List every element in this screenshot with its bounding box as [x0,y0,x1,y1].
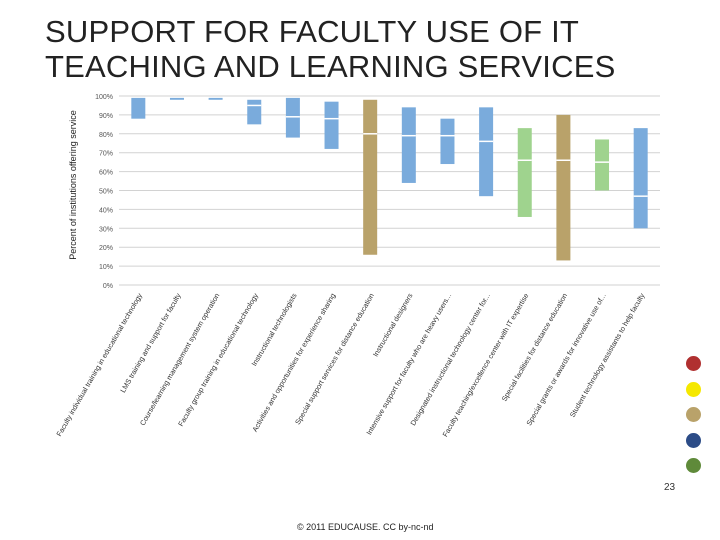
chart-grid [119,95,660,286]
range-bar [208,97,223,100]
y-tick-label: 80% [99,132,113,139]
yellow-dot [686,381,701,397]
range-bar [595,139,610,191]
range-bar [169,97,184,100]
range-bar [247,99,262,125]
y-tick-label: 0% [103,283,113,290]
y-tick-label: 60% [99,170,113,177]
x-tick-label: Student technology assistants to help fa… [568,291,647,419]
x-tick-label: Instructional designers [371,291,415,358]
range-bar [517,128,532,217]
y-tick-label: 70% [99,151,113,158]
slide-number: 23 [664,482,676,493]
tan-dot [686,407,701,423]
y-axis-label: Percent of institutions offering service [68,110,78,259]
range-bar [131,97,146,119]
x-tick-labels: Faculty individual training in education… [54,291,646,438]
page-title: SUPPORT FOR FACULTY USE OF IT TEACHING A… [45,14,616,84]
x-tick-label: Special support services for distance ed… [293,292,376,427]
range-bar [633,128,648,229]
range-bar [363,99,378,255]
range-bar [285,97,300,138]
range-bar [401,107,416,183]
x-tick-label: Activities and opportunities for experie… [250,292,337,434]
x-tick-label: Faculty teaching/excellence center with … [440,292,530,439]
range-bar [479,107,494,197]
x-tick-label: Course/learning management system operat… [138,292,222,428]
x-tick-label: Intensive support for faculty who are he… [364,292,453,437]
y-tick-label: 100% [95,94,113,101]
y-tick-label: 90% [99,113,113,120]
y-tick-label: 10% [99,264,113,271]
range-bar [440,118,455,165]
x-tick-label: Faculty individual training in education… [54,291,144,438]
range-bar [324,101,339,149]
red-dot [686,356,701,371]
y-tick-label: 20% [99,245,113,252]
y-tick-label: 40% [99,207,113,214]
navy-dot [686,432,701,448]
x-tick-label: Special facilities for distance educatio… [500,292,570,403]
x-tick-label: Designated instructional technology cent… [408,292,492,428]
green-dot [686,458,701,474]
range-bars [131,97,648,261]
copyright-footer: © 2011 EDUCAUSE. CC by-nc-nd [297,522,434,532]
x-tick-label: Faculty group training in educational te… [176,291,260,428]
y-tick-label: 50% [99,189,113,196]
y-tick-labels: 0% 10% 20% 30% 40% 50% 60% 70% 80% 90% 100% [95,94,113,290]
range-bar [556,114,571,261]
y-tick-label: 30% [99,226,113,233]
x-tick-label: Special grants or awards for innovative … [524,292,608,428]
color-dots [686,356,704,484]
